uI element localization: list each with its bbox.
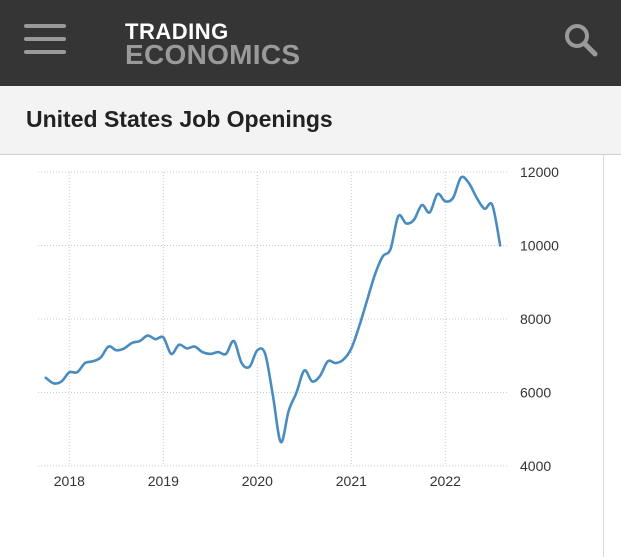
x-tick-label: 2020 xyxy=(242,473,273,489)
logo-line-trading: TRADING xyxy=(125,19,229,44)
hamburger-menu-icon[interactable] xyxy=(24,24,66,54)
y-tick-label: 12000 xyxy=(520,164,559,180)
x-tick-label: 2019 xyxy=(148,473,179,489)
title-bar: United States Job Openings xyxy=(0,86,621,155)
series-line xyxy=(44,175,502,444)
x-tick-label: 2018 xyxy=(54,473,85,489)
y-tick-label: 4000 xyxy=(520,458,551,474)
menu-line xyxy=(24,37,66,41)
menu-line xyxy=(24,50,66,54)
job-openings-chart: 4000 6000 8000 10000 12000 2018 2019 2020 2021 20… xyxy=(38,164,559,489)
chart-panel: 4000 6000 8000 10000 12000 2018 2019 2020 2021 20… xyxy=(0,155,604,557)
logo-line-economics: ECONOMICS xyxy=(125,39,301,70)
y-tick-label: 8000 xyxy=(520,311,551,327)
x-tick-label: 2021 xyxy=(336,473,367,489)
search-icon-graphic xyxy=(565,24,598,57)
trading-economics-logo[interactable]: TRADING ECONOMICS xyxy=(125,21,300,69)
menu-line xyxy=(24,24,66,28)
y-tick-label: 10000 xyxy=(520,238,559,254)
page-title: United States Job Openings xyxy=(26,106,333,132)
search-icon[interactable] xyxy=(563,22,599,58)
y-tick-label: 6000 xyxy=(520,385,551,401)
x-tick-label: 2022 xyxy=(430,473,461,489)
top-bar: TRADING ECONOMICS xyxy=(0,0,621,86)
